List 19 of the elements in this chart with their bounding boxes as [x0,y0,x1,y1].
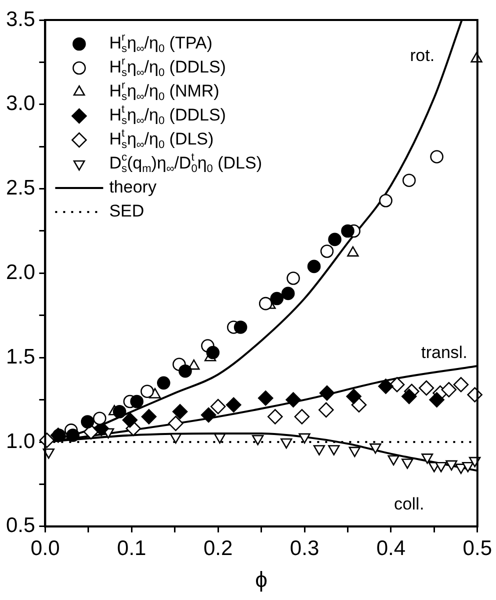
y-tick-label: 1.5 [6,345,36,368]
y-tick-label: 1.0 [6,430,36,453]
annotation: transl. [421,343,468,362]
y-tick-label: 0.5 [6,514,36,538]
annotation: coll. [394,494,424,514]
y-tick-label: 3.0 [6,92,36,116]
x-tick-label: 0.0 [30,536,60,560]
x-tick-label: 0.5 [462,536,492,560]
legend-label: SED [109,202,144,221]
y-tick-label: 2.0 [6,260,36,284]
x-tick-label: 0.3 [290,536,320,560]
legend-label: theory [109,178,157,197]
x-axis-title: ϕ [255,566,268,592]
x-tick-label: 0.2 [203,536,233,560]
annotation: rot. [410,46,435,66]
y-tick-label: 3.5 [6,8,36,31]
y-tick-label: 2.5 [6,176,36,200]
x-tick-label: 0.1 [117,536,146,560]
x-tick-label: 0.4 [376,536,406,560]
